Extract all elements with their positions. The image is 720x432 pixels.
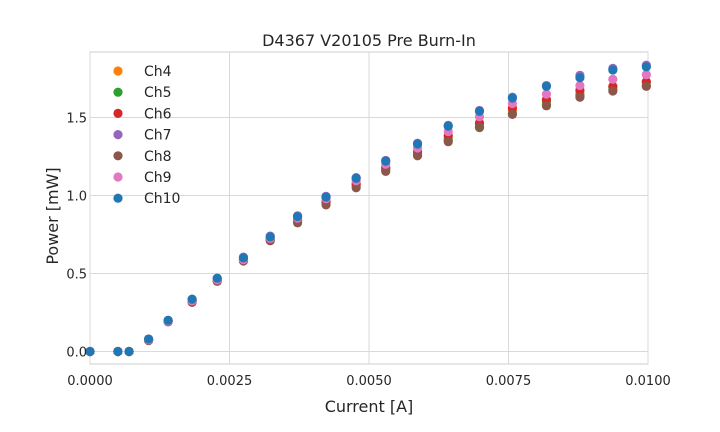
chart-title: D4367 V20105 Pre Burn-In xyxy=(262,31,476,50)
series-layer xyxy=(85,60,651,357)
data-point-ch10 xyxy=(321,192,331,202)
x-tick-label: 0.0050 xyxy=(346,374,392,389)
legend-label: Ch8 xyxy=(144,149,172,165)
data-point-ch10 xyxy=(238,253,249,263)
data-point-ch8 xyxy=(507,109,518,119)
x-tick-label: 0.0025 xyxy=(207,374,253,389)
legend-item-ch7: Ch7 xyxy=(113,128,172,144)
x-tick-label: 0.0075 xyxy=(486,374,532,389)
y-axis: 0.0 0.5 1.0 1.5 xyxy=(66,112,87,361)
data-point-ch10 xyxy=(351,173,361,183)
legend-item-ch9: Ch9 xyxy=(113,170,172,186)
y-tick-label: 1.0 xyxy=(66,190,87,205)
data-point-ch8 xyxy=(474,122,485,132)
data-point-ch10 xyxy=(143,334,154,344)
legend-label: Ch5 xyxy=(144,85,172,101)
data-point-ch10 xyxy=(507,93,518,103)
data-point-ch10 xyxy=(292,211,303,222)
legend-marker xyxy=(113,193,123,203)
data-point-ch10 xyxy=(443,121,453,131)
data-point-ch8 xyxy=(381,166,391,176)
x-tick-label: 0.0100 xyxy=(625,374,671,389)
legend-label: Ch10 xyxy=(144,191,180,207)
legend: Ch4 Ch5 Ch6 Ch7 Ch8 Ch9 Ch10 xyxy=(113,64,180,207)
legend-item-ch4: Ch4 xyxy=(113,64,172,80)
data-point-ch10 xyxy=(212,273,222,283)
legend-marker xyxy=(113,66,123,76)
legend-marker xyxy=(113,108,123,118)
legend-item-ch10: Ch10 xyxy=(113,191,180,207)
data-point-ch10 xyxy=(113,346,123,357)
legend-marker xyxy=(113,151,123,161)
legend-item-ch6: Ch6 xyxy=(113,106,172,122)
data-point-ch10 xyxy=(641,62,651,72)
data-point-ch10 xyxy=(124,346,134,357)
data-point-ch10 xyxy=(163,315,173,325)
y-tick-label: 1.5 xyxy=(66,112,87,127)
legend-label: Ch6 xyxy=(144,106,172,122)
legend-marker xyxy=(113,130,123,140)
data-point-ch10 xyxy=(381,156,391,166)
data-point-ch10 xyxy=(474,106,485,116)
legend-label: Ch7 xyxy=(144,128,172,144)
data-point-ch8 xyxy=(641,81,651,91)
data-point-ch10 xyxy=(85,346,95,357)
series-ch10 xyxy=(85,62,651,357)
data-point-ch10 xyxy=(541,81,552,91)
data-point-ch8 xyxy=(608,86,618,96)
legend-item-ch8: Ch8 xyxy=(113,149,172,165)
legend-item-ch5: Ch5 xyxy=(113,85,172,101)
x-axis: 0.0000 0.0025 0.0050 0.0075 0.0100 xyxy=(67,374,671,389)
x-tick-label: 0.0000 xyxy=(67,374,113,389)
legend-label: Ch9 xyxy=(144,170,172,186)
data-point-ch8 xyxy=(541,101,552,111)
y-tick-label: 0.0 xyxy=(66,346,87,361)
data-point-ch9 xyxy=(541,89,552,99)
legend-label: Ch4 xyxy=(144,64,172,80)
data-point-ch9 xyxy=(641,70,651,80)
legend-marker xyxy=(113,172,123,182)
grid xyxy=(89,52,649,364)
legend-marker xyxy=(113,87,123,97)
data-point-ch8 xyxy=(412,151,423,161)
data-point-ch10 xyxy=(187,294,197,304)
data-point-ch9 xyxy=(608,74,618,84)
data-point-ch10 xyxy=(265,232,275,242)
y-tick-label: 0.5 xyxy=(66,268,87,283)
data-point-ch8 xyxy=(575,92,585,102)
data-point-ch10 xyxy=(608,65,618,75)
data-point-ch9 xyxy=(575,80,585,91)
data-point-ch10 xyxy=(575,73,585,83)
data-point-ch10 xyxy=(412,139,423,149)
y-axis-title: Power [mW] xyxy=(43,167,62,264)
data-point-ch8 xyxy=(443,137,453,147)
x-axis-title: Current [A] xyxy=(325,397,414,416)
data-point-ch8 xyxy=(351,183,361,193)
